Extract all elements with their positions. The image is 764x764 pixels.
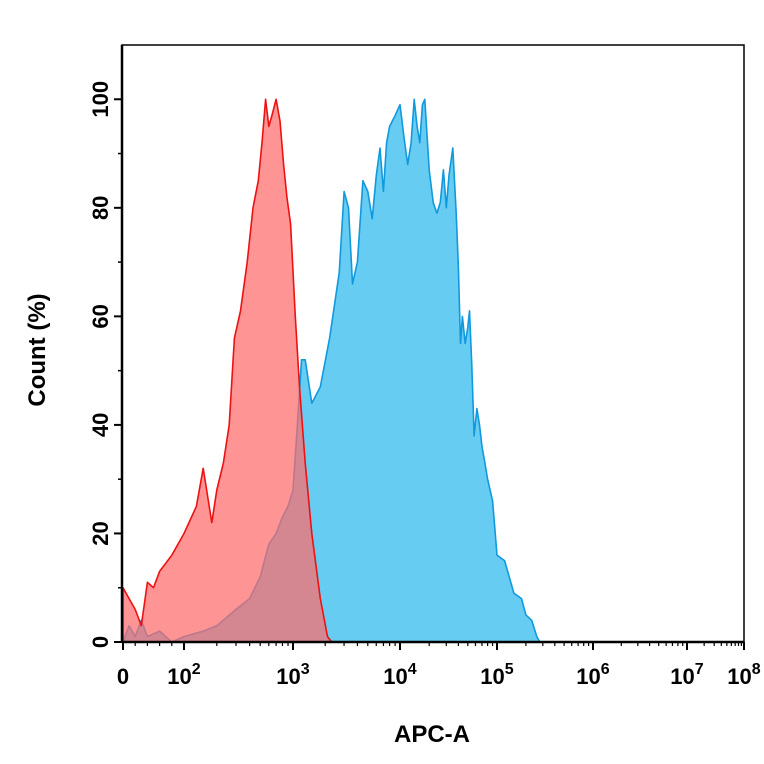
axes-layer — [120, 44, 745, 644]
y-tick-label: 60 — [88, 304, 113, 328]
x-axis-title: APC-A — [394, 721, 470, 748]
x-tick-label: 105 — [480, 661, 513, 689]
series-layer — [122, 98, 544, 643]
x-tick-label: 102 — [167, 661, 200, 689]
x-tick-label: 108 — [727, 661, 760, 689]
y-tick-label: 20 — [88, 521, 113, 545]
x-tick-label: 103 — [276, 661, 309, 689]
ticks-layer: 0 20 40 60 80 100 0 102 103 104 105 106 107 108 — [88, 81, 761, 689]
series-red-area — [122, 98, 333, 643]
y-tick-label: 40 — [88, 413, 113, 437]
x-tick-label: 0 — [117, 664, 129, 689]
y-tick-label: 80 — [88, 196, 113, 220]
y-tick-label: 100 — [88, 81, 113, 118]
x-tick-label: 104 — [383, 661, 416, 689]
x-tick-label: 106 — [576, 661, 609, 689]
y-tick-label: 0 — [88, 636, 113, 648]
x-tick-label: 107 — [670, 661, 703, 689]
y-axis-title: Count (%) — [24, 293, 51, 406]
